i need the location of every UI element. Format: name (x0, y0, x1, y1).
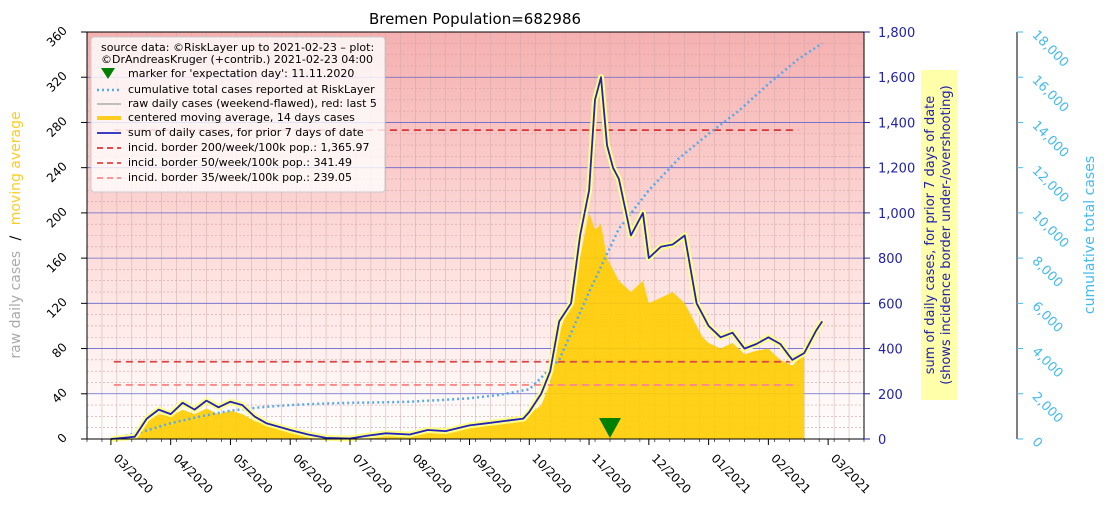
legend-entry-moving-average: centered moving average, 14 days cases (128, 111, 355, 124)
legend-entry-border-200: incid. border 200/week/100k pop.: 1,365.… (128, 141, 369, 154)
cumulative-y-tick-label: 18,000 (1029, 28, 1072, 71)
x-tick-label: 06/2020 (290, 451, 335, 496)
right-axis-label-line-2: (shows incidence border under-/overshoot… (939, 85, 954, 385)
chart-title: Bremen Population=682986 (369, 10, 581, 28)
right-y-tick-label: 1,400 (878, 116, 915, 131)
right-y-tick-label: 1,200 (878, 162, 915, 177)
cumulative-y-tick-label: 2,000 (1029, 390, 1066, 427)
expectation-day-marker (598, 418, 621, 438)
legend-entry-border-35: incid. border 35/week/100k pop.: 239.05 (128, 171, 352, 184)
legend-entry-weekly-sum: sum of daily cases, for prior 7 days of … (128, 126, 364, 139)
right-axis-label-line-1: sum of daily cases, for prior 7 days of … (923, 96, 938, 375)
legend-entry-cumulative: cumulative total cases reported at RiskL… (128, 83, 375, 96)
x-tick-label: 08/2020 (410, 451, 455, 496)
legend-entry-expectation-day: marker for 'expectation day': 11.11.2020 (128, 67, 354, 80)
right-y-tick-label: 800 (878, 252, 903, 267)
svg-text:raw daily cases /: raw daily cases / moving average (8, 111, 24, 358)
x-tick-label: 09/2020 (469, 451, 514, 496)
series-lines (110, 42, 825, 442)
cumulative-y-tick-label: 12,000 (1029, 163, 1072, 206)
x-tick-label: 03/2021 (828, 451, 873, 496)
x-tick-label: 02/2021 (768, 451, 813, 496)
cumulative-y-tick-label: 16,000 (1029, 73, 1072, 116)
x-tick-label: 10/2020 (529, 451, 574, 496)
legend-entry-raw: raw daily cases (weekend-flawed), red: l… (128, 97, 377, 110)
weekly-sum-line (110, 76, 823, 440)
x-tick-label: 12/2020 (649, 451, 694, 496)
left-y-tick-label: 200 (44, 204, 70, 230)
left-y-tick-label: 160 (44, 250, 70, 276)
left-y-tick-label: 0 (55, 431, 70, 446)
right-y-tick-label: 600 (878, 297, 903, 312)
x-tick-label: 03/2020 (111, 451, 156, 496)
left-y-tick-label: 280 (44, 114, 70, 140)
right-y-tick-label: 200 (878, 388, 903, 403)
cumulative-y-tick-label: 14,000 (1029, 118, 1072, 161)
cumulative-y-tick-label: 4,000 (1029, 344, 1066, 381)
x-tick-label: 07/2020 (350, 451, 395, 496)
left-y-tick-label: 40 (49, 385, 70, 406)
legend-source-line-2: ©DrAndreasKruger (+contrib.) 2021-02-23 … (101, 53, 373, 66)
cumulative-axis-label: cumulative total cases (1082, 156, 1098, 314)
cumulative-y-tick-label: 6,000 (1029, 299, 1066, 336)
left-y-tick-label: 80 (49, 340, 70, 361)
legend-entry-border-50: incid. border 50/week/100k pop.: 341.49 (128, 156, 352, 169)
left-y-tick-label: 120 (44, 295, 70, 321)
cumulative-line (110, 42, 823, 441)
cumulative-y-tick-label: 8,000 (1029, 254, 1066, 291)
left-axis-label-sep: / (8, 235, 24, 240)
right-y-tick-label: 1,000 (878, 207, 915, 222)
x-tick-label: 01/2021 (708, 451, 753, 496)
left-y-tick-label: 360 (44, 24, 70, 50)
legend: source data: ©RiskLayer up to 2021-02-23… (90, 36, 386, 193)
right-y-tick-label: 1,600 (878, 71, 915, 86)
x-tick-label: 11/2020 (589, 451, 634, 496)
cumulative-y-tick-label: 10,000 (1029, 209, 1072, 252)
x-tick-label: 05/2020 (230, 451, 275, 496)
right-y-tick-label: 1,800 (878, 26, 915, 41)
left-axis-label: raw daily cases / moving average (8, 111, 24, 358)
right-axis-label-box: sum of daily cases, for prior 7 days of … (921, 70, 957, 400)
right-y-tick-label: 400 (878, 343, 903, 358)
moving-average-fill (110, 212, 805, 439)
moving-average-area (110, 212, 805, 439)
right-y-tick-label: 0 (878, 433, 886, 448)
left-y-tick-label: 240 (44, 159, 70, 185)
left-y-tick-label: 320 (44, 69, 70, 95)
cumulative-y-tick-label: 0 (1029, 435, 1045, 451)
left-axis-label-raw: raw daily cases (8, 251, 24, 359)
left-axis-label-ma: moving average (8, 111, 24, 225)
x-tick-label: 04/2020 (171, 451, 216, 496)
legend-marker-triangle (101, 68, 115, 79)
legend-source-line-1: source data: ©RiskLayer up to 2021-02-23… (101, 41, 374, 54)
